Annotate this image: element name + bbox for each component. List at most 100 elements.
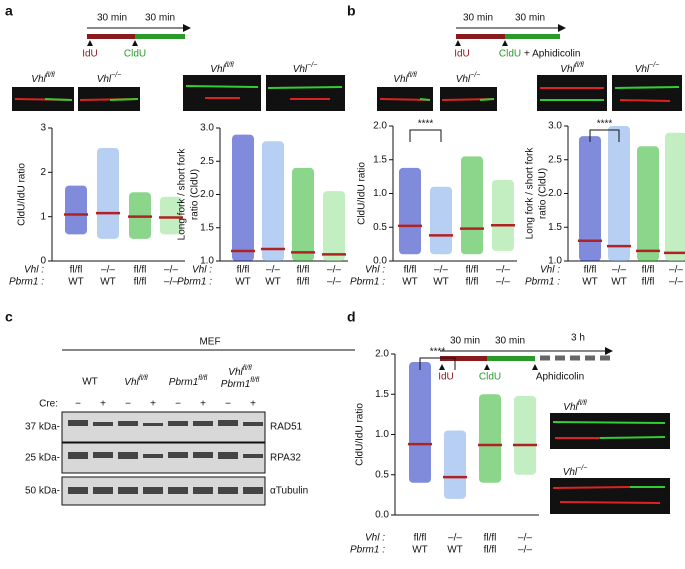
x-label: –/– (448, 533, 462, 544)
row-label: Pbrm1 : (525, 277, 560, 288)
x-label: fl/fl (642, 277, 655, 288)
marker: 37 kDa- (25, 422, 60, 433)
sup: −/− (649, 62, 659, 69)
x-label: –/– (164, 265, 178, 276)
marker: 50 kDa- (25, 486, 60, 497)
y-tick-label: 3.0 (548, 121, 562, 132)
genotype-label: Vhlfl/fl (560, 62, 584, 75)
label: IdU (82, 49, 98, 60)
x-label: WT (265, 277, 281, 288)
x-label: fl/fl (297, 265, 310, 276)
row-label: Vhl : (540, 265, 560, 276)
dot-spread (637, 146, 659, 261)
y-tick-label: 2.0 (548, 188, 562, 199)
significance: **** (418, 119, 434, 130)
y-axis-label: CldU/IdU ratio (357, 162, 368, 225)
x-label: fl/fl (404, 265, 417, 276)
row-label: Pbrm1 : (350, 277, 385, 288)
dot-spread (292, 167, 314, 261)
sup: fl/fl (198, 375, 207, 382)
row-label: Pbrm1 : (177, 277, 212, 288)
y-tick-label: 1.5 (548, 222, 562, 233)
y-tick-label: 0.0 (373, 256, 387, 267)
gene: Vhl (31, 74, 46, 85)
dot-spread (232, 134, 254, 261)
sup: fl/fl (139, 375, 148, 382)
x-label: –/– (266, 265, 280, 276)
cre-sign: − (175, 399, 181, 410)
gene: Vhl (635, 64, 650, 75)
cre-sign: + (200, 399, 206, 410)
row-label: Vhl : (365, 533, 385, 544)
genotype-label: Vhlfl/fl (210, 62, 234, 75)
y-tick-label: 1.0 (548, 256, 562, 267)
dot-spread (409, 362, 431, 483)
x-label: WT (235, 277, 251, 288)
y-tick-label: 2.0 (375, 349, 389, 360)
y-axis-label: Long fork / short fork (525, 147, 536, 240)
x-label: fl/fl (466, 277, 479, 288)
x-label: –/– (518, 545, 532, 556)
protein: RAD51 (270, 422, 303, 433)
dot-spread (160, 196, 182, 235)
x-label: WT (68, 277, 84, 288)
dot-spread (492, 180, 514, 251)
gene: Pbrm1 (169, 377, 198, 388)
cre-sign: − (75, 399, 81, 410)
x-label: –/– (496, 265, 510, 276)
duration: 30 min (145, 13, 175, 24)
x-label: WT (447, 545, 463, 556)
x-label: WT (433, 277, 449, 288)
panel-label: b (347, 3, 356, 19)
duration: 30 min (97, 13, 127, 24)
x-label: WT (100, 277, 116, 288)
y-tick-label: 1.5 (373, 154, 387, 165)
duration: 30 min (463, 13, 493, 24)
y-tick-label: 2 (40, 167, 46, 178)
x-label: –/– (327, 265, 341, 276)
y-tick-label: 1.0 (373, 188, 387, 199)
y-tick-label: 3 (40, 123, 46, 134)
x-label: fl/fl (484, 545, 497, 556)
panel-label: d (347, 309, 356, 325)
gene: Vhl (560, 64, 575, 75)
y-axis-label: ratio (CldU) (190, 169, 201, 220)
x-label: WT (402, 277, 418, 288)
x-label: WT (412, 545, 428, 556)
x-label: –/– (612, 265, 626, 276)
timeline: 30 min 30 min IdU CldU (82, 13, 191, 60)
x-label: fl/fl (297, 277, 310, 288)
protein: RPA32 (270, 453, 301, 464)
cre-label: Cre: (39, 399, 58, 410)
cre-sign: + (250, 399, 256, 410)
x-label: –/– (164, 277, 178, 288)
label: IdU (438, 372, 454, 383)
y-tick-label: 0.5 (373, 222, 387, 233)
y-tick-label: 1.5 (200, 222, 214, 233)
dot-spread (65, 185, 87, 235)
dot-spread (262, 141, 284, 261)
group-label: Pbrm1fl/fl (221, 377, 260, 390)
sup: fl/fl (243, 365, 252, 372)
x-label: –/– (518, 533, 532, 544)
duration: 3 h (571, 333, 585, 344)
dot-spread (579, 136, 601, 261)
blot-labels: MEF WT Vhlfl/fl Pbrm1fl/fl Vhlfl/fl Pbrm… (25, 337, 308, 497)
sup: −/− (111, 72, 121, 79)
y-axis-label: ratio (CldU) (538, 168, 549, 219)
x-label: –/– (669, 277, 683, 288)
y-tick-label: 2.0 (373, 121, 387, 132)
label: Aphidicolin (536, 372, 584, 383)
x-label: fl/fl (134, 265, 147, 276)
x-label: fl/fl (484, 533, 497, 544)
cre-sign: − (225, 399, 231, 410)
y-tick-label: 1.0 (200, 256, 214, 267)
significance-bracket (419, 357, 456, 370)
y-tick-label: 2.5 (548, 154, 562, 165)
y-tick-label: 0 (40, 256, 46, 267)
x-label: fl/fl (584, 265, 597, 276)
x-label: fl/fl (237, 265, 250, 276)
cre-sign: + (100, 399, 106, 410)
row-label: Pbrm1 : (350, 545, 385, 556)
